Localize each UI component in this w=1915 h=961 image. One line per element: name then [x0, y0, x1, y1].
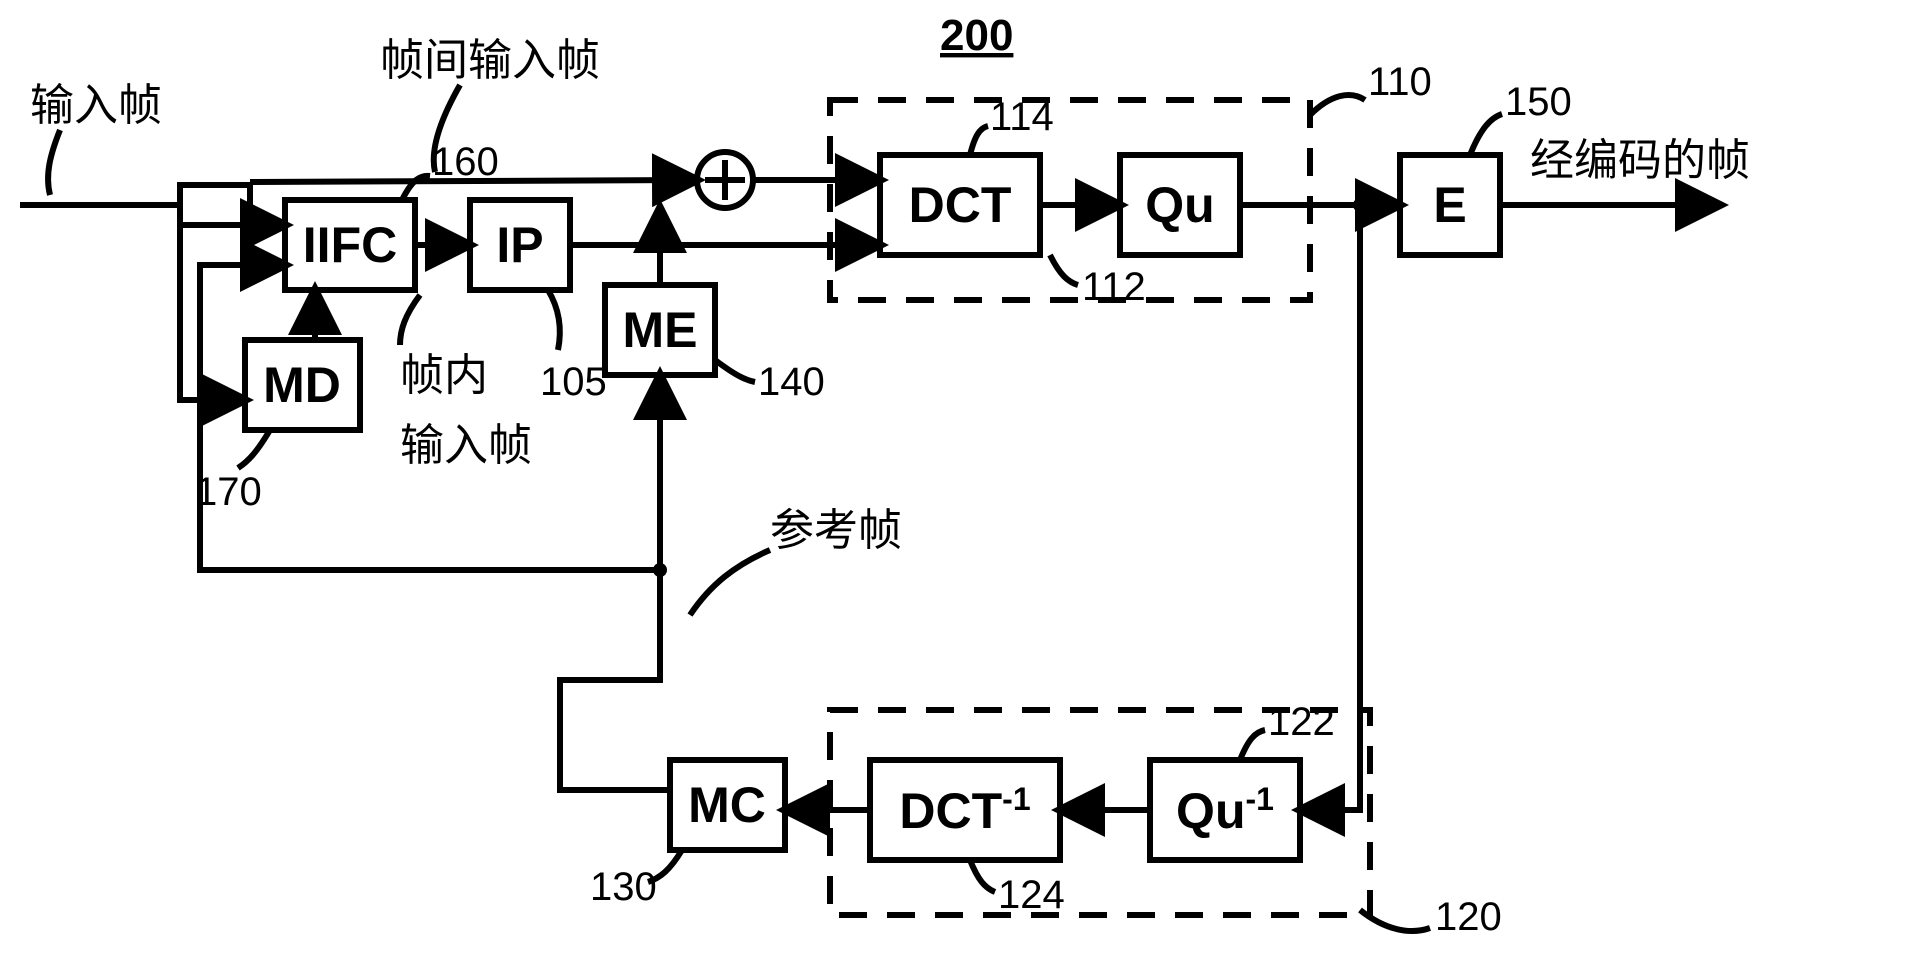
wire-inter-to-adder [250, 180, 697, 182]
node-dct-text: DCT [909, 177, 1012, 233]
leader-124 [970, 860, 995, 892]
leader-170 [238, 430, 270, 468]
label-encoded: 经编码的帧 [1530, 136, 1750, 185]
wire-split-to-md [180, 225, 245, 400]
node-md-text: MD [263, 357, 341, 413]
junction-tap [1353, 198, 1367, 212]
splitter [180, 185, 250, 225]
node-qu-text: Qu [1145, 177, 1214, 233]
ref-130: 130 [590, 865, 657, 909]
wire-mc-loop [560, 570, 670, 790]
ref-110: 110 [1368, 60, 1432, 104]
leader-ref [690, 550, 770, 615]
node-iifc-text: IIFC [303, 217, 397, 273]
ref-160: 160 [432, 140, 499, 184]
ref-122: 122 [1268, 700, 1335, 744]
leader-140 [715, 360, 755, 382]
ref-124: 124 [998, 873, 1065, 917]
leader-114 [970, 126, 988, 155]
ref-140: 140 [758, 360, 825, 404]
leader-105 [548, 290, 560, 350]
node-e-text: E [1433, 177, 1466, 233]
junction-ref [653, 563, 667, 577]
ref-150: 150 [1505, 80, 1572, 124]
leader-112 [1050, 255, 1078, 285]
node-mc-text: MC [688, 777, 766, 833]
ref-114: 114 [990, 95, 1054, 139]
ref-112: 112 [1082, 265, 1146, 309]
label-intra-1: 帧内 [400, 351, 488, 400]
node-ip-text: IP [496, 217, 543, 273]
leader-input [48, 130, 60, 195]
label-inter-input: 帧间输入帧 [380, 36, 600, 85]
node-me-text: ME [623, 302, 698, 358]
ref-170: 170 [195, 470, 262, 514]
leader-150 [1470, 114, 1502, 155]
leader-intra [400, 295, 420, 345]
leader-110 [1310, 95, 1365, 115]
label-intra-2: 输入帧 [400, 421, 532, 470]
diagram-title-ref: 200 [940, 11, 1013, 60]
label-reference: 参考帧 [770, 506, 902, 555]
ref-120: 120 [1435, 895, 1502, 939]
leader-122 [1240, 730, 1265, 760]
label-input-frame: 输入帧 [30, 81, 162, 130]
ref-105: 105 [540, 360, 607, 404]
